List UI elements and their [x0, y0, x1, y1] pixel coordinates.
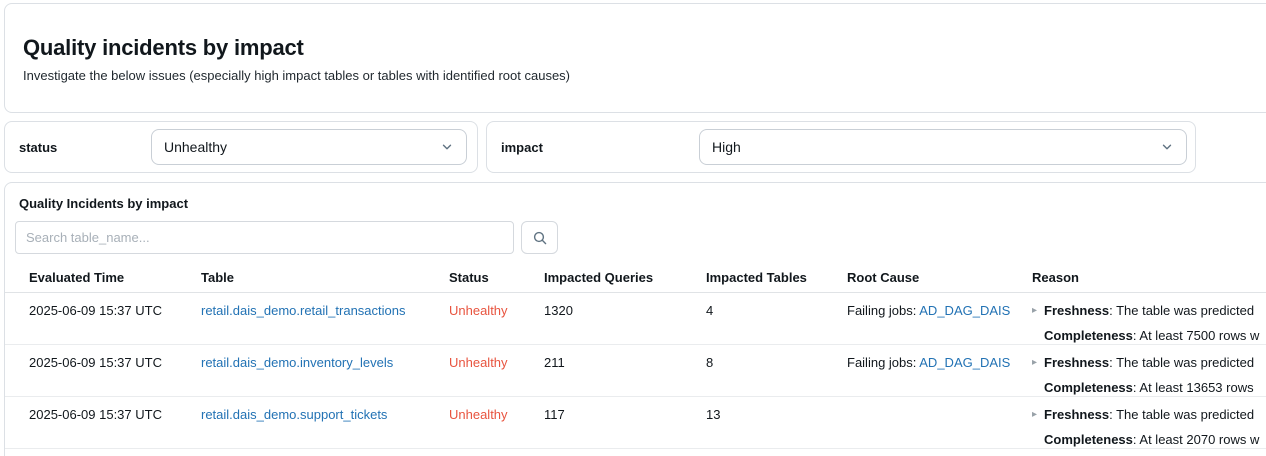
cell-reason: ▸ Freshness: The table was predicted Com… [1020, 302, 1266, 348]
impact-filter-label: impact [501, 139, 543, 155]
expand-row-icon[interactable]: ▸ [1032, 409, 1038, 420]
table-row: 2025-06-09 15:37 UTC retail.dais_demo.re… [5, 293, 1266, 345]
cell-impacted-tables: 4 [706, 303, 714, 318]
table-header-row: Evaluated Time Table Status Impacted Que… [5, 263, 1266, 293]
status-badge: Unhealthy [449, 303, 508, 318]
incidents-table-widget: Quality Incidents by impact Evaluated Ti… [4, 182, 1266, 456]
column-header-evaluated-time[interactable]: Evaluated Time [29, 270, 125, 285]
cell-impacted-tables: 8 [706, 355, 714, 370]
cell-reason: ▸ Freshness: The table was predicted Com… [1020, 406, 1266, 452]
cell-reason: ▸ Freshness: The table was predicted Com… [1020, 354, 1266, 400]
search-button[interactable] [521, 221, 558, 254]
reason-completeness-text: : At least 7500 rows w [1132, 328, 1260, 343]
page-subtitle: Investigate the below issues (especially… [23, 68, 571, 83]
widget-title: Quality Incidents by impact [19, 196, 189, 211]
table-row: 2025-06-09 15:37 UTC retail.dais_demo.in… [5, 345, 1266, 397]
impact-filter-widget: impact High [486, 121, 1196, 173]
impact-filter-select[interactable]: High [699, 129, 1187, 165]
table-link[interactable]: retail.dais_demo.inventory_levels [201, 355, 394, 370]
column-header-status[interactable]: Status [449, 270, 489, 285]
reason-freshness-label: Freshness [1044, 407, 1110, 422]
cell-impacted-tables: 13 [706, 407, 721, 422]
dashboard-canvas: Quality incidents by impact Investigate … [0, 3, 1266, 456]
reason-freshness-text: : The table was predicted [1109, 407, 1255, 422]
status-filter-value: Unhealthy [164, 139, 228, 155]
root-cause-job-link[interactable]: AD_DAG_DAIS [919, 303, 1011, 318]
cell-evaluated-time: 2025-06-09 15:37 UTC [29, 355, 162, 370]
cell-root-cause: Failing jobs: AD_DAG_DAIS [835, 302, 1020, 319]
reason-freshness-label: Freshness [1044, 303, 1110, 318]
page-title: Quality incidents by impact [23, 35, 304, 60]
reason-freshness-label: Freshness [1044, 355, 1110, 370]
column-header-table[interactable]: Table [201, 270, 234, 285]
reason-completeness-label: Completeness [1044, 380, 1133, 395]
search-icon [532, 230, 548, 246]
root-cause-text: Failing jobs: [847, 303, 920, 318]
column-header-impacted-tables[interactable]: Impacted Tables [706, 270, 807, 285]
expand-row-icon[interactable]: ▸ [1032, 305, 1038, 316]
reason-freshness-text: : The table was predicted [1109, 355, 1255, 370]
reason-freshness-text: : The table was predicted [1109, 303, 1255, 318]
reason-completeness-label: Completeness [1044, 328, 1133, 343]
chevron-down-icon [1160, 140, 1174, 154]
cell-root-cause: Failing jobs: AD_DAG_DAIS [835, 354, 1020, 371]
table-row: 2025-06-09 15:37 UTC retail.dais_demo.su… [5, 397, 1266, 449]
cell-evaluated-time: 2025-06-09 15:37 UTC [29, 303, 162, 318]
status-badge: Unhealthy [449, 407, 508, 422]
expand-row-icon[interactable]: ▸ [1032, 357, 1038, 368]
reason-completeness-text: : At least 2070 rows w [1132, 432, 1260, 447]
column-header-reason[interactable]: Reason [1032, 270, 1079, 285]
impact-filter-value: High [712, 139, 741, 155]
cell-impacted-queries: 1320 [544, 303, 573, 318]
header-widget: Quality incidents by impact Investigate … [4, 3, 1266, 113]
column-header-root-cause[interactable]: Root Cause [847, 270, 920, 285]
table-link[interactable]: retail.dais_demo.support_tickets [201, 407, 388, 422]
status-filter-label: status [19, 139, 58, 155]
reason-completeness-text: : At least 13653 rows [1132, 380, 1254, 395]
chevron-down-icon [440, 140, 454, 154]
reason-completeness-label: Completeness [1044, 432, 1133, 447]
status-filter-select[interactable]: Unhealthy [151, 129, 467, 165]
root-cause-text: Failing jobs: [847, 355, 920, 370]
status-badge: Unhealthy [449, 355, 508, 370]
cell-evaluated-time: 2025-06-09 15:37 UTC [29, 407, 162, 422]
search-row [15, 221, 1266, 254]
column-header-impacted-queries[interactable]: Impacted Queries [544, 270, 654, 285]
cell-impacted-queries: 211 [544, 355, 565, 370]
table-link[interactable]: retail.dais_demo.retail_transactions [201, 303, 406, 318]
root-cause-job-link[interactable]: AD_DAG_DAIS [919, 355, 1011, 370]
status-filter-widget: status Unhealthy [4, 121, 478, 173]
filter-row: status Unhealthy impact High [4, 121, 1266, 173]
search-input[interactable] [15, 221, 514, 254]
cell-impacted-queries: 117 [544, 407, 565, 422]
